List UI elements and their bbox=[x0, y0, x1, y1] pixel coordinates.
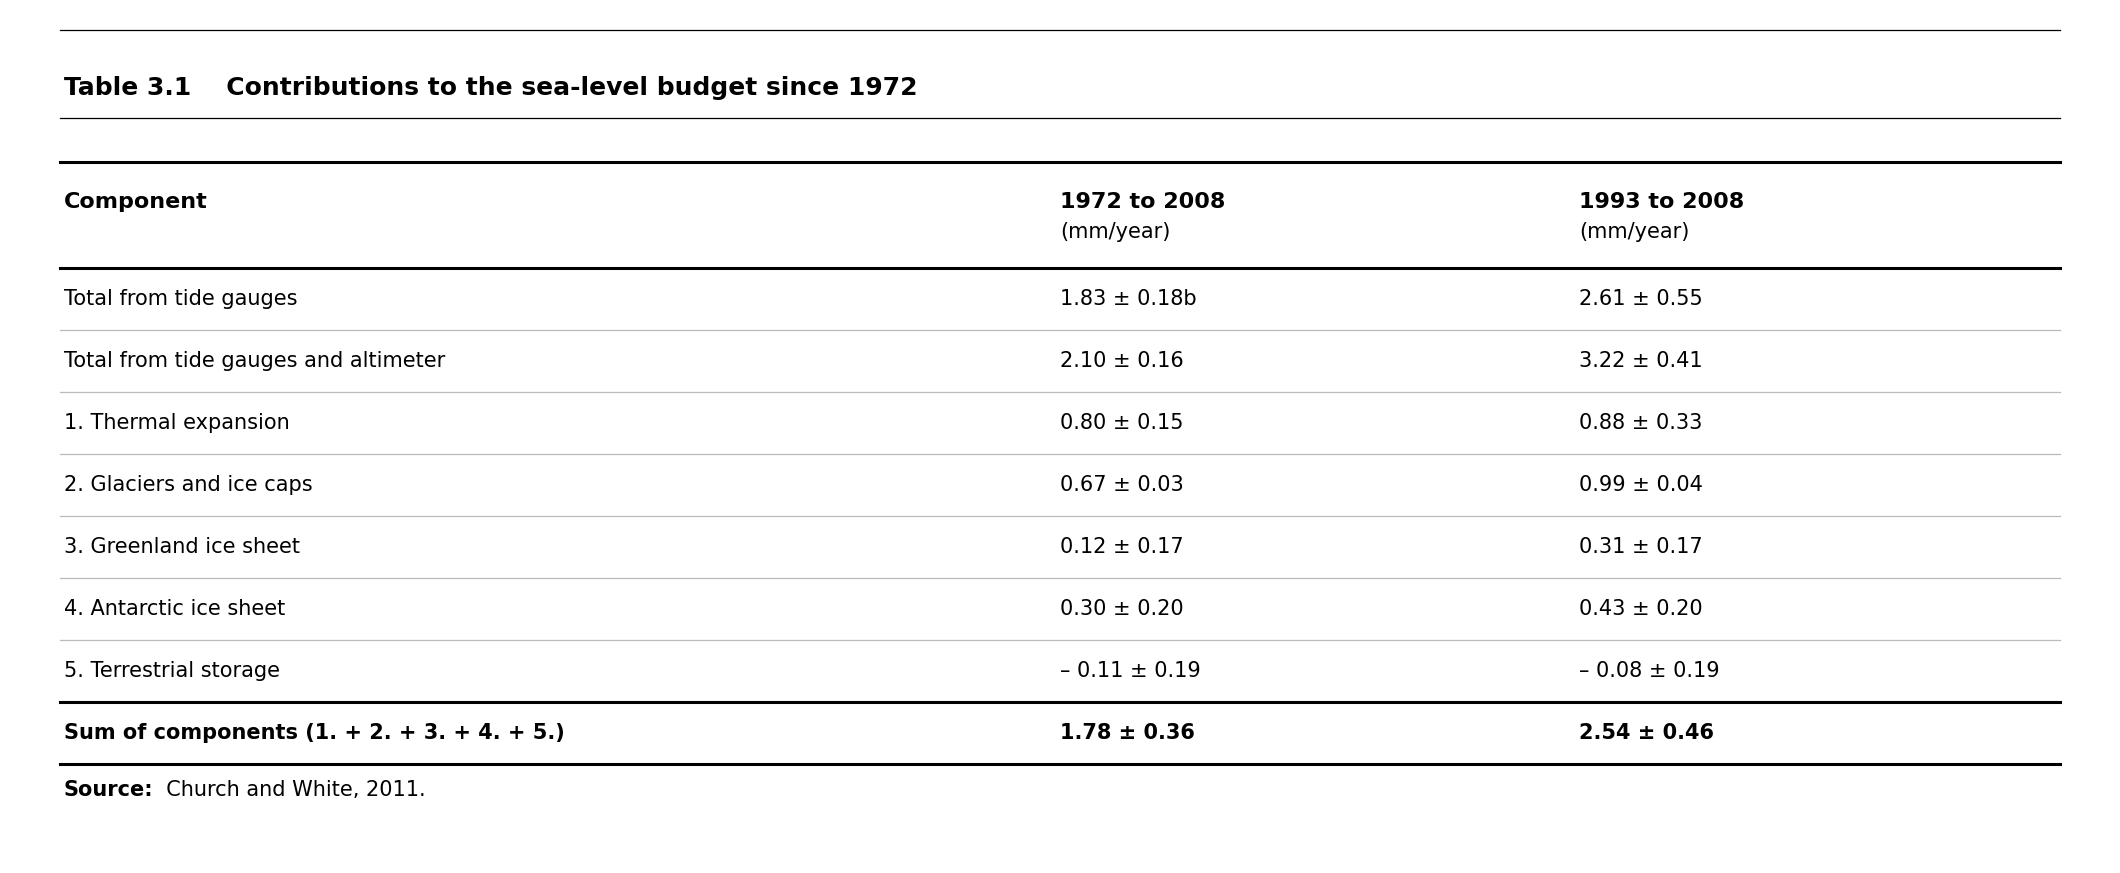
Text: Source:: Source: bbox=[64, 780, 153, 800]
Text: Total from tide gauges and altimeter: Total from tide gauges and altimeter bbox=[64, 351, 445, 371]
Text: Total from tide gauges: Total from tide gauges bbox=[64, 289, 297, 309]
Text: 1993 to 2008: 1993 to 2008 bbox=[1579, 192, 1745, 212]
Text: – 0.08 ± 0.19: – 0.08 ± 0.19 bbox=[1579, 661, 1719, 681]
Text: 3.22 ± 0.41: 3.22 ± 0.41 bbox=[1579, 351, 1702, 371]
Text: Table 3.1    Contributions to the sea-level budget since 1972: Table 3.1 Contributions to the sea-level… bbox=[64, 76, 918, 100]
Text: 0.12 ± 0.17: 0.12 ± 0.17 bbox=[1060, 537, 1183, 557]
Text: 4. Antarctic ice sheet: 4. Antarctic ice sheet bbox=[64, 599, 284, 619]
Text: 2. Glaciers and ice caps: 2. Glaciers and ice caps bbox=[64, 475, 312, 495]
Text: 0.80 ± 0.15: 0.80 ± 0.15 bbox=[1060, 413, 1183, 433]
Text: 0.31 ± 0.17: 0.31 ± 0.17 bbox=[1579, 537, 1702, 557]
Text: 1.83 ± 0.18b: 1.83 ± 0.18b bbox=[1060, 289, 1196, 309]
Text: 1972 to 2008: 1972 to 2008 bbox=[1060, 192, 1225, 212]
Text: 0.88 ± 0.33: 0.88 ± 0.33 bbox=[1579, 413, 1702, 433]
Text: 1. Thermal expansion: 1. Thermal expansion bbox=[64, 413, 288, 433]
Text: 5. Terrestrial storage: 5. Terrestrial storage bbox=[64, 661, 280, 681]
Text: 3. Greenland ice sheet: 3. Greenland ice sheet bbox=[64, 537, 299, 557]
Text: 2.61 ± 0.55: 2.61 ± 0.55 bbox=[1579, 289, 1702, 309]
Text: Sum of components (1. + 2. + 3. + 4. + 5.): Sum of components (1. + 2. + 3. + 4. + 5… bbox=[64, 723, 564, 743]
Text: 2.10 ± 0.16: 2.10 ± 0.16 bbox=[1060, 351, 1183, 371]
Text: 0.99 ± 0.04: 0.99 ± 0.04 bbox=[1579, 475, 1702, 495]
Text: 0.67 ± 0.03: 0.67 ± 0.03 bbox=[1060, 475, 1183, 495]
Text: 0.43 ± 0.20: 0.43 ± 0.20 bbox=[1579, 599, 1702, 619]
Text: (mm/year): (mm/year) bbox=[1579, 222, 1690, 242]
Text: Church and White, 2011.: Church and White, 2011. bbox=[153, 780, 426, 800]
Text: (mm/year): (mm/year) bbox=[1060, 222, 1170, 242]
Text: – 0.11 ± 0.19: – 0.11 ± 0.19 bbox=[1060, 661, 1200, 681]
Text: 0.30 ± 0.20: 0.30 ± 0.20 bbox=[1060, 599, 1183, 619]
Text: 1.78 ± 0.36: 1.78 ± 0.36 bbox=[1060, 723, 1196, 743]
Text: 2.54 ± 0.46: 2.54 ± 0.46 bbox=[1579, 723, 1715, 743]
Text: Component: Component bbox=[64, 192, 208, 212]
